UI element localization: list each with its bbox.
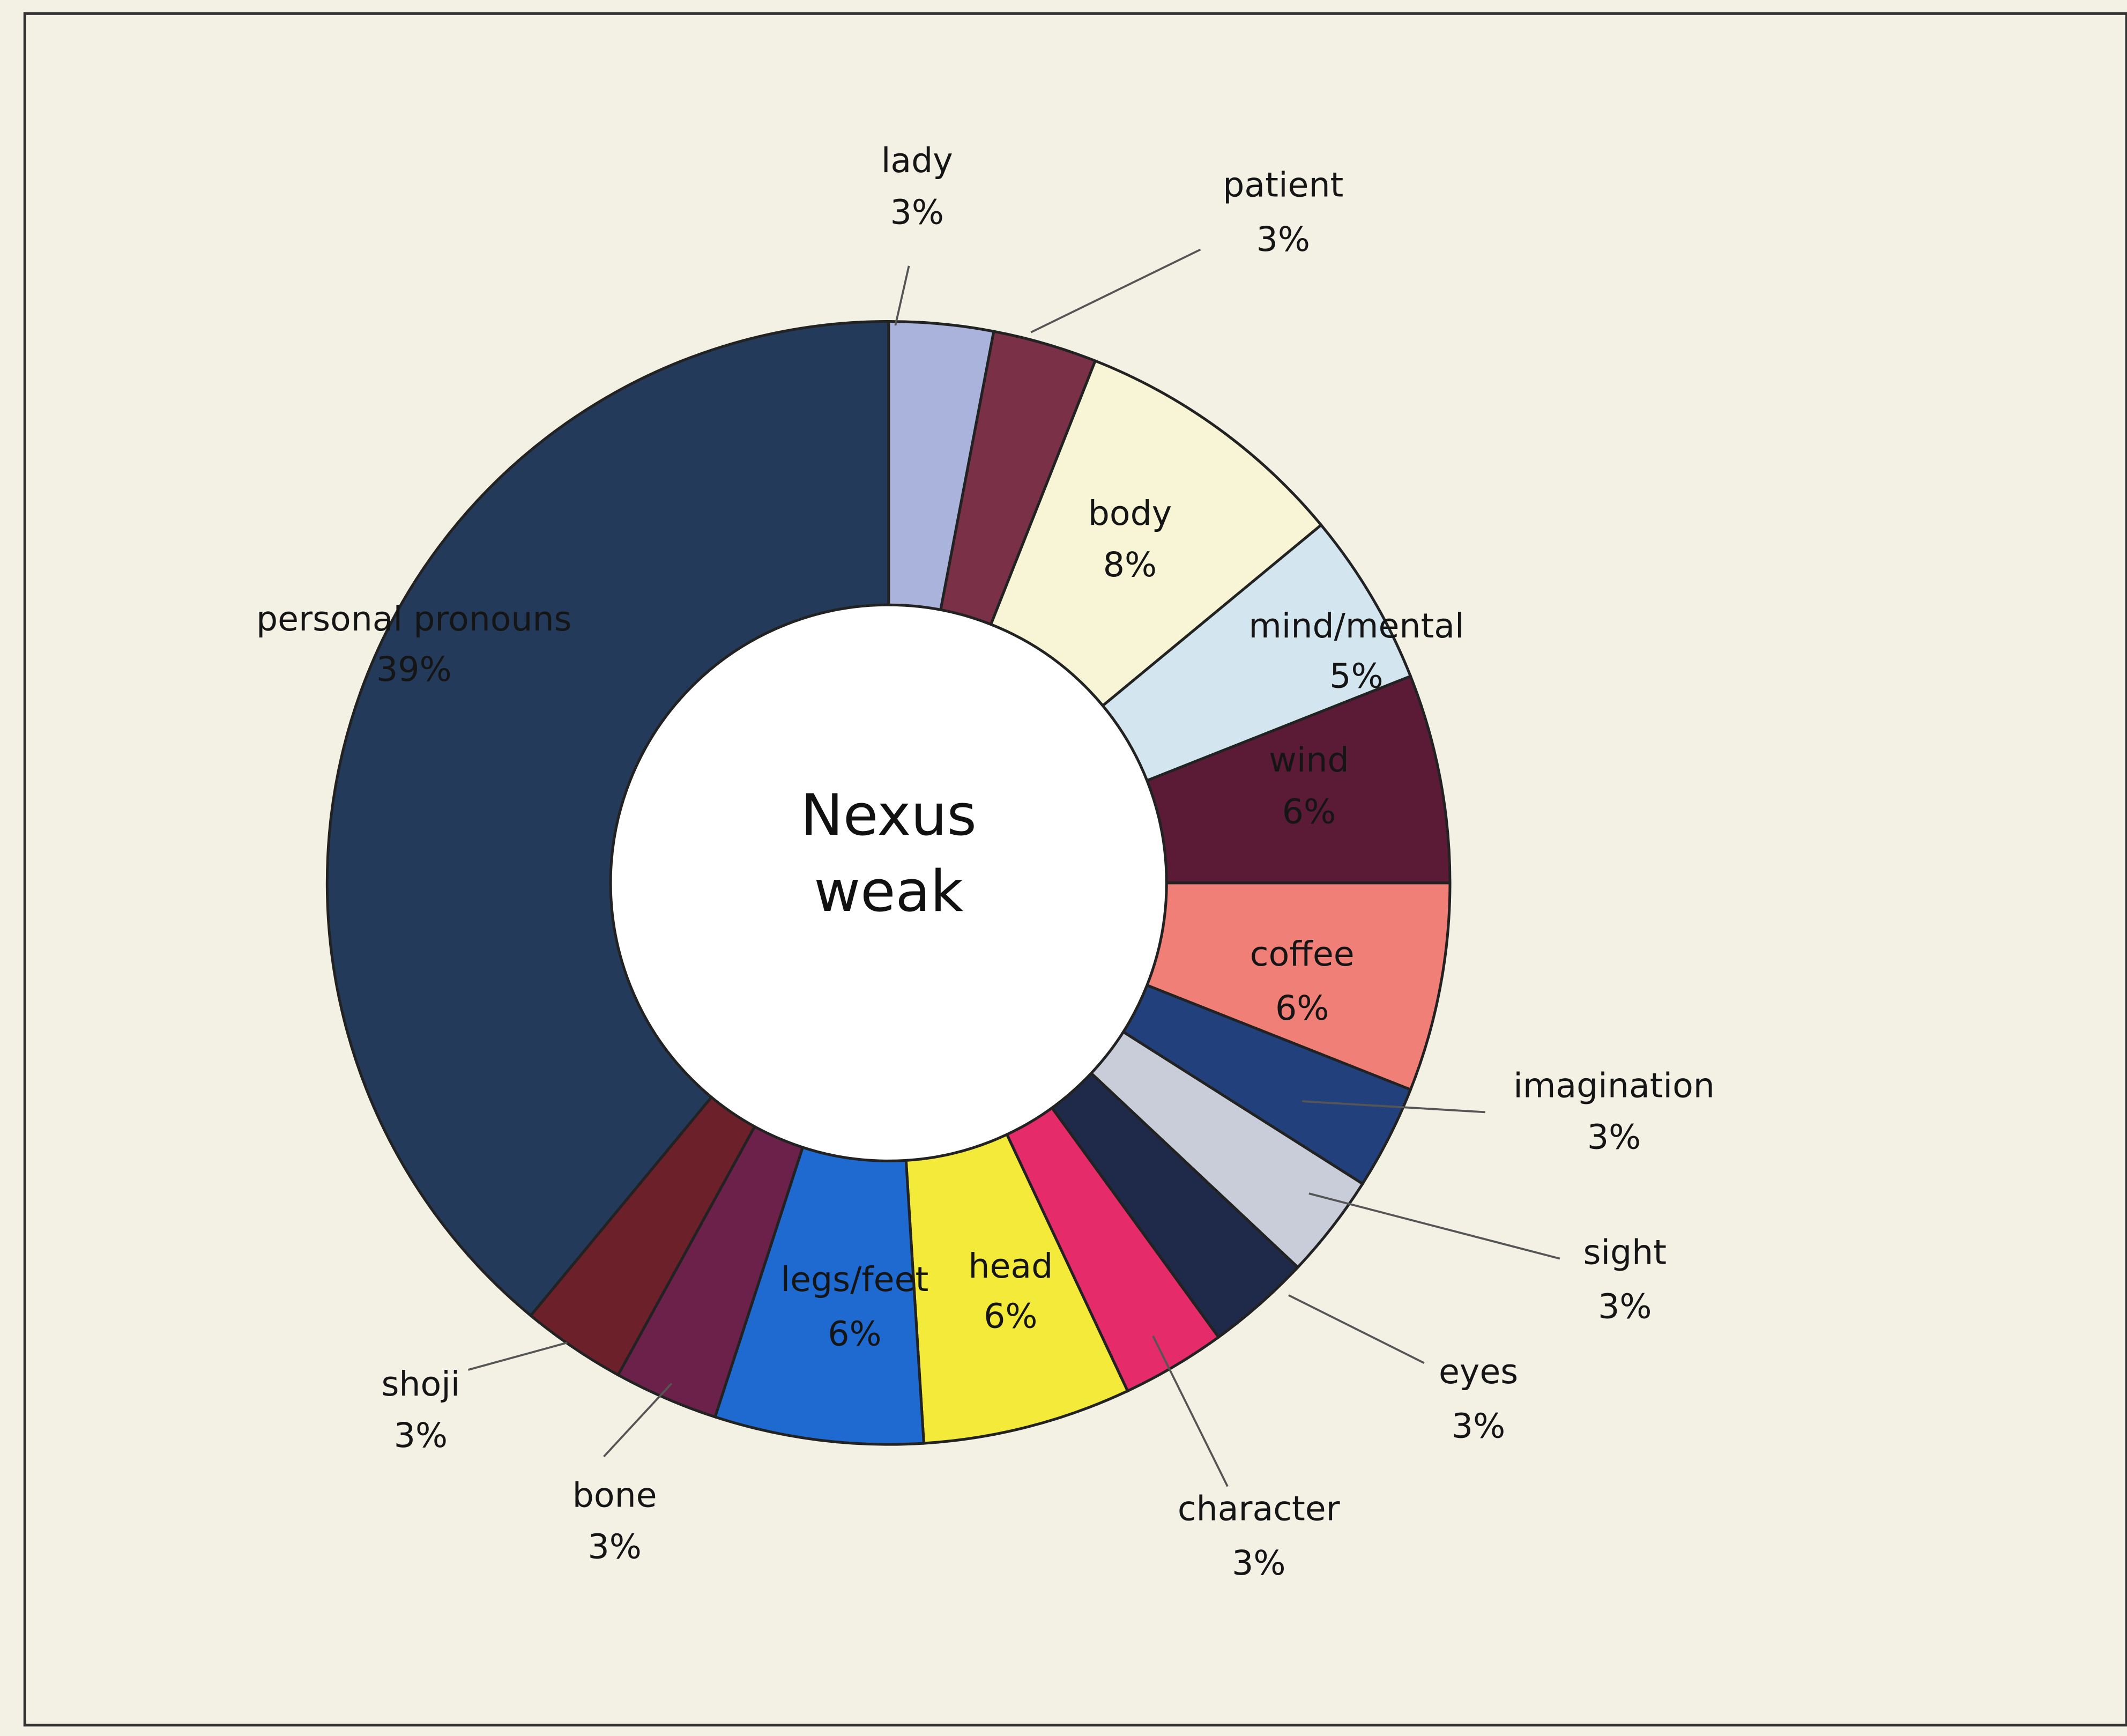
value-label: 3% (1598, 1287, 1652, 1326)
leader-line (603, 1382, 673, 1458)
slice-label: imagination (1513, 1065, 1715, 1105)
value-label: 6% (1275, 988, 1329, 1028)
leader-line (894, 265, 910, 326)
slice-label: mind/mental (1248, 606, 1464, 646)
value-label: 3% (1232, 1543, 1285, 1583)
leader-line (1288, 1294, 1425, 1364)
labels: lady 3% patient 3% body 8% mind/mental 5% wind 6%… (256, 140, 1715, 1583)
slice-label: shoji (381, 1364, 460, 1404)
value-label: 39% (376, 649, 452, 689)
value-label: 3% (890, 192, 944, 232)
value-label: 3% (1256, 219, 1310, 259)
slice-label: body (1088, 493, 1172, 533)
value-label: 5% (1329, 656, 1383, 695)
slice-label: lady (881, 140, 953, 180)
value-label: 6% (984, 1296, 1037, 1336)
center-text: Nexus (800, 782, 977, 849)
slice-label: eyes (1439, 1352, 1518, 1391)
slice-label: character (1178, 1489, 1340, 1529)
slice-label: coffee (1250, 934, 1355, 974)
slice-label: wind (1269, 740, 1349, 780)
donut-hole (609, 603, 1168, 1162)
leader-line (1152, 1335, 1229, 1487)
leader-line (1302, 1100, 1485, 1114)
value-label: 8% (1103, 545, 1157, 584)
value-label: 3% (588, 1526, 642, 1566)
slice-label: sight (1583, 1233, 1667, 1272)
slice-label: legs/feet (781, 1259, 929, 1299)
slice-label: personal pronouns (256, 599, 571, 639)
value-label: 3% (1587, 1117, 1641, 1157)
slice-label: bone (572, 1475, 657, 1515)
leader-line (1308, 1192, 1560, 1260)
value-label: 6% (1282, 791, 1336, 831)
slice-label: patient (1223, 165, 1343, 205)
value-label: 3% (394, 1415, 448, 1455)
frame (23, 12, 2127, 1727)
value-label: 6% (828, 1314, 881, 1353)
slice (325, 320, 890, 1318)
center-text: weak (814, 858, 963, 925)
value-label: 3% (1452, 1406, 1505, 1445)
leader-line (467, 1341, 568, 1371)
slice-label: head (968, 1246, 1053, 1286)
leader-line (1030, 248, 1201, 333)
